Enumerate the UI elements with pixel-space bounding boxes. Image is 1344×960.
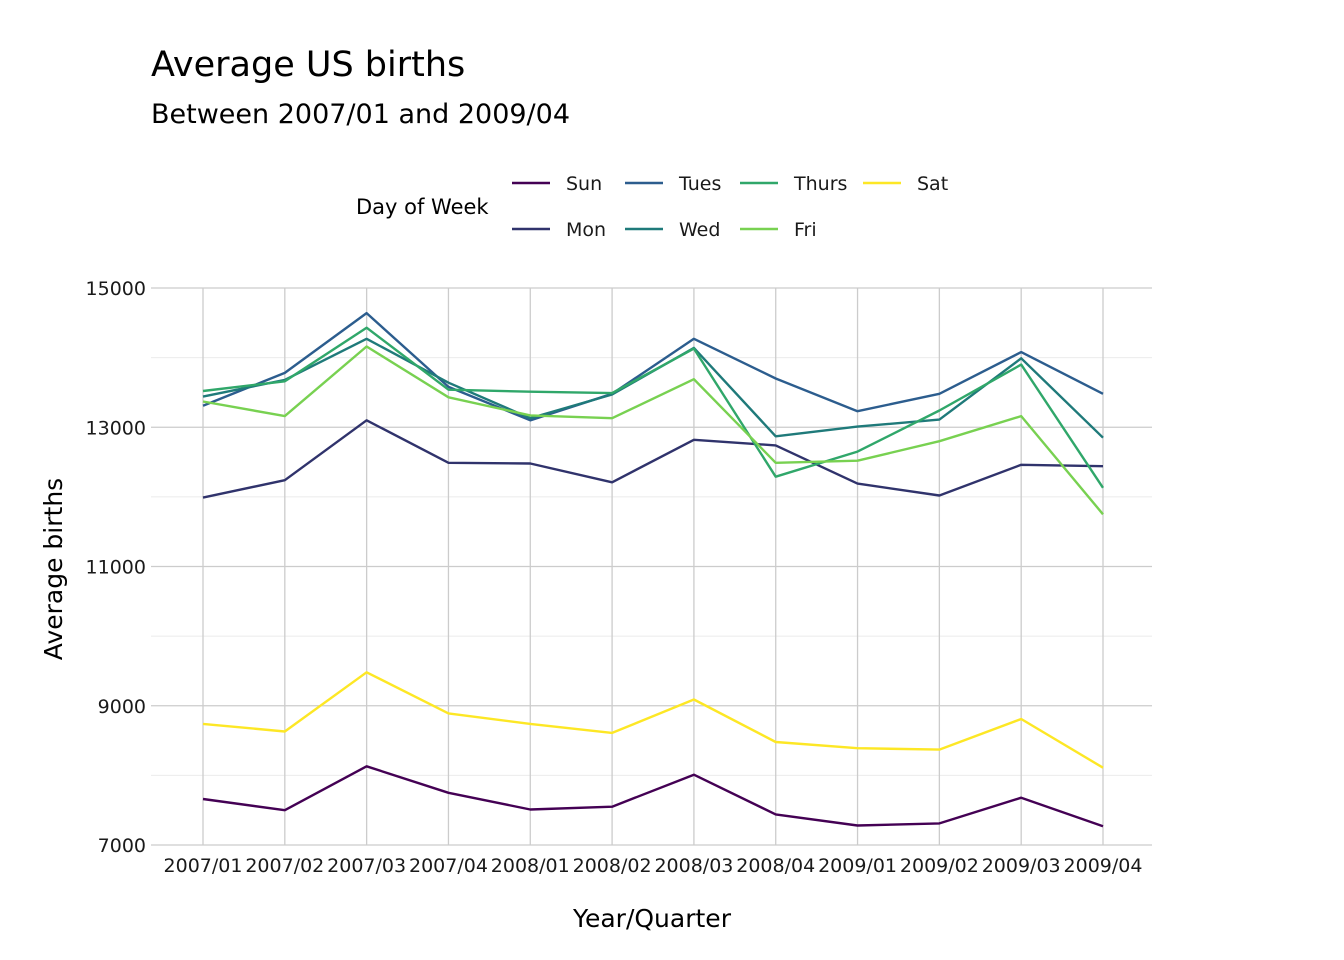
series-line-thurs (202, 326, 1104, 489)
series-line-fri (202, 345, 1104, 516)
series-line-wed (202, 337, 1104, 439)
legend-label-mon: Mon (566, 219, 606, 241)
y-axis-title: Average births (39, 478, 68, 660)
y-tick-label: 7000 (98, 835, 146, 857)
x-tick-label: 2009/03 (982, 855, 1061, 877)
minor-gridlines (151, 357, 1152, 776)
x-tick-label: 2007/02 (245, 855, 324, 877)
x-tick-label: 2008/02 (573, 855, 652, 877)
chart-title: Average US births (151, 45, 465, 85)
legend-label-sat: Sat (917, 173, 948, 195)
legend-label-thurs: Thurs (793, 173, 847, 195)
series-line-sun (202, 765, 1104, 828)
series-lines (202, 311, 1104, 828)
chart-subtitle: Between 2007/01 and 2009/04 (151, 99, 570, 130)
x-tick-label: 2008/01 (491, 855, 570, 877)
x-tick-label: 2007/01 (164, 855, 243, 877)
x-tick-label: 2008/03 (654, 855, 733, 877)
y-axis-ticks: 7000 9000 11000 13000 15000 (86, 278, 146, 857)
x-tick-label: 2007/04 (409, 855, 488, 877)
x-tick-label: 2007/03 (327, 855, 406, 877)
y-tick-label: 11000 (86, 557, 146, 579)
legend-title: Day of Week (356, 195, 489, 219)
legend-label-sun: Sun (566, 173, 602, 195)
legend: Day of Week Sun Mon Tues Wed Thurs Fri Sat (356, 173, 948, 241)
x-axis-ticks: 2007/01 2007/02 2007/03 2007/04 2008/01 2008/… (164, 855, 1143, 877)
legend-label-tues: Tues (678, 173, 721, 195)
y-tick-label: 9000 (98, 696, 146, 718)
series-line-mon (202, 419, 1104, 499)
x-tick-label: 2009/04 (1064, 855, 1143, 877)
legend-label-fri: Fri (794, 219, 817, 241)
major-gridlines (151, 287, 1152, 846)
series-line-sat (202, 671, 1104, 769)
y-tick-label: 13000 (86, 417, 146, 439)
x-axis-title: Year/Quarter (572, 904, 732, 933)
series-line-tues (202, 311, 1104, 422)
legend-label-wed: Wed (679, 219, 720, 241)
y-tick-label: 15000 (86, 278, 146, 300)
x-tick-label: 2009/02 (900, 855, 979, 877)
x-tick-label: 2009/01 (818, 855, 897, 877)
x-tick-label: 2008/04 (736, 855, 815, 877)
